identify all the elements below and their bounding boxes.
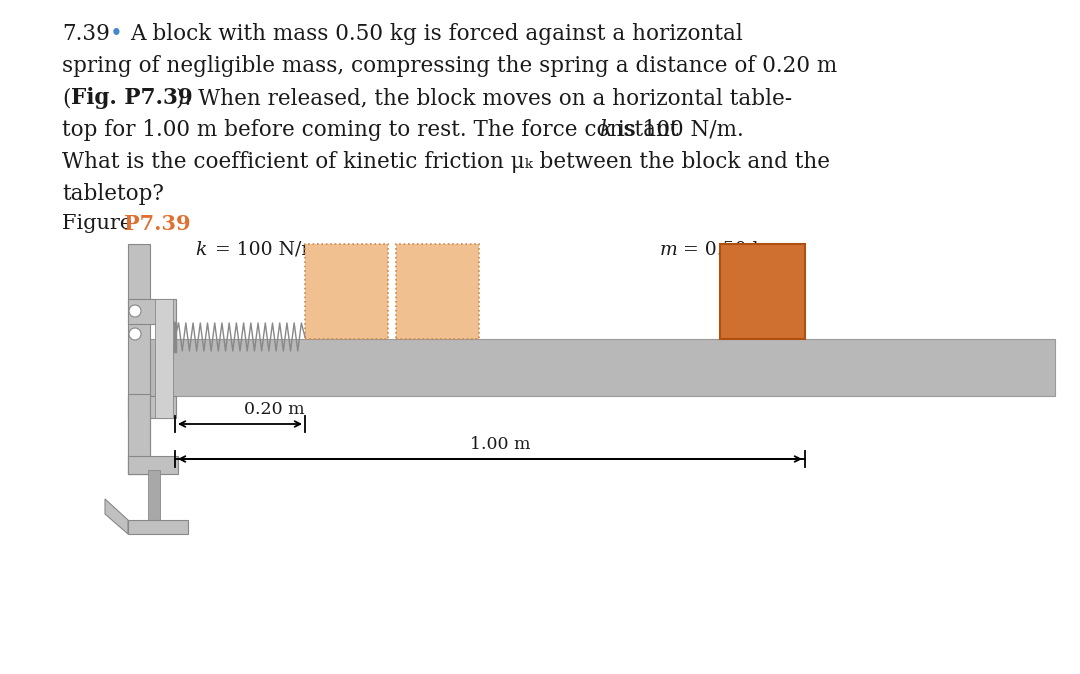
Text: k: k (599, 119, 612, 141)
Bar (129, 456, 178, 474)
Text: m: m (660, 241, 678, 259)
Text: = 0.50 kg: = 0.50 kg (677, 241, 775, 259)
Text: spring of negligible mass, compressing the spring a distance of 0.20 m: spring of negligible mass, compressing t… (62, 55, 837, 77)
Bar (305, 244, 388, 339)
Text: •: • (110, 23, 123, 45)
Bar (396, 244, 480, 339)
Bar (720, 244, 805, 339)
Circle shape (129, 305, 141, 317)
Bar (156, 299, 173, 418)
Bar (129, 394, 150, 474)
Text: k: k (195, 241, 206, 259)
Text: Fig. P7.39: Fig. P7.39 (71, 87, 192, 109)
Text: What is the coefficient of kinetic friction μₖ between the block and the: What is the coefficient of kinetic frict… (62, 151, 831, 173)
Text: 7.39: 7.39 (62, 23, 110, 45)
Text: A block with mass 0.50 kg is forced against a horizontal: A block with mass 0.50 kg is forced agai… (130, 23, 743, 45)
Text: = 100 N/m: = 100 N/m (210, 241, 319, 259)
Text: ). When released, the block moves on a horizontal table-: ). When released, the block moves on a h… (176, 87, 792, 109)
Bar (129, 396, 176, 418)
Bar (130, 339, 1055, 396)
Text: tabletop?: tabletop? (62, 183, 164, 205)
Polygon shape (105, 499, 129, 534)
Text: top for 1.00 m before coming to rest. The force constant: top for 1.00 m before coming to rest. Th… (62, 119, 686, 141)
Text: is 100 N/m.: is 100 N/m. (611, 119, 744, 141)
Bar (129, 520, 188, 534)
Text: (: ( (62, 87, 70, 109)
Bar (129, 299, 176, 324)
Bar (129, 244, 150, 474)
Bar (148, 470, 160, 526)
Text: Figure: Figure (62, 214, 139, 233)
Text: P7.39: P7.39 (124, 214, 191, 234)
Text: 0.20 m: 0.20 m (244, 401, 305, 418)
Circle shape (129, 328, 141, 340)
Text: 1.00 m: 1.00 m (470, 436, 530, 453)
